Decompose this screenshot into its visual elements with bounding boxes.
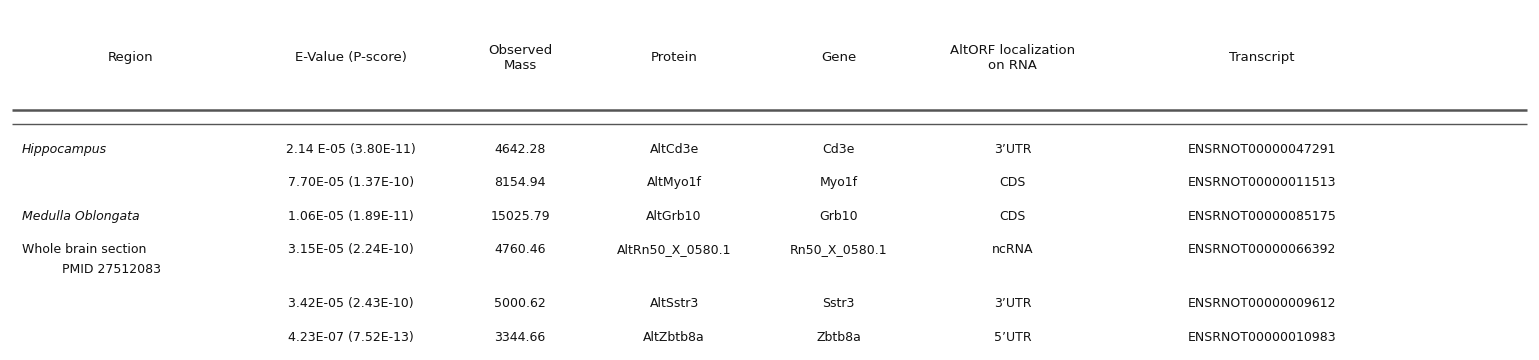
Text: 8154.94: 8154.94 [494, 176, 546, 189]
Text: ENSRNOT00000085175: ENSRNOT00000085175 [1188, 210, 1336, 223]
Text: 1.06E-05 (1.89E-11): 1.06E-05 (1.89E-11) [288, 210, 414, 223]
Text: 5000.62: 5000.62 [494, 297, 546, 310]
Text: 2.14 E-05 (3.80E-11): 2.14 E-05 (3.80E-11) [286, 143, 416, 156]
Text: PMID 27512083: PMID 27512083 [62, 263, 160, 276]
Text: Whole brain section: Whole brain section [22, 243, 146, 256]
Text: ncRNA: ncRNA [993, 243, 1033, 256]
Text: Rn50_X_0580.1: Rn50_X_0580.1 [790, 243, 888, 256]
Text: Medulla Oblongata: Medulla Oblongata [22, 210, 139, 223]
Text: ENSRNOT00000011513: ENSRNOT00000011513 [1188, 176, 1336, 189]
Text: 3.15E-05 (2.24E-10): 3.15E-05 (2.24E-10) [288, 243, 414, 256]
Text: 3’UTR: 3’UTR [994, 143, 1031, 156]
Text: Transcript: Transcript [1230, 51, 1294, 64]
Text: Protein: Protein [651, 51, 697, 64]
Text: AltZbtb8a: AltZbtb8a [643, 331, 705, 344]
Text: 15025.79: 15025.79 [491, 210, 549, 223]
Text: 4.23E-07 (7.52E-13): 4.23E-07 (7.52E-13) [288, 331, 414, 344]
Text: 3’UTR: 3’UTR [994, 297, 1031, 310]
Text: Hippocampus: Hippocampus [22, 143, 106, 156]
Text: CDS: CDS [999, 176, 1027, 189]
Text: Gene: Gene [822, 51, 856, 64]
Text: 7.70E-05 (1.37E-10): 7.70E-05 (1.37E-10) [288, 176, 414, 189]
Text: Region: Region [108, 51, 154, 64]
Text: ENSRNOT00000047291: ENSRNOT00000047291 [1188, 143, 1336, 156]
Text: CDS: CDS [999, 210, 1027, 223]
Text: 3344.66: 3344.66 [494, 331, 546, 344]
Text: 4642.28: 4642.28 [494, 143, 546, 156]
Text: AltRn50_X_0580.1: AltRn50_X_0580.1 [617, 243, 731, 256]
Text: Cd3e: Cd3e [822, 143, 856, 156]
Text: Zbtb8a: Zbtb8a [816, 331, 862, 344]
Text: E-Value (P-score): E-Value (P-score) [295, 51, 406, 64]
Text: 4760.46: 4760.46 [494, 243, 546, 256]
Text: 3.42E-05 (2.43E-10): 3.42E-05 (2.43E-10) [288, 297, 414, 310]
Text: 5’UTR: 5’UTR [994, 331, 1031, 344]
Text: AltORF localization
on RNA: AltORF localization on RNA [950, 44, 1076, 72]
Text: AltMyo1f: AltMyo1f [646, 176, 702, 189]
Text: AltSstr3: AltSstr3 [649, 297, 699, 310]
Text: ENSRNOT00000066392: ENSRNOT00000066392 [1188, 243, 1336, 256]
Text: AltGrb10: AltGrb10 [646, 210, 702, 223]
Text: ENSRNOT00000009612: ENSRNOT00000009612 [1188, 297, 1336, 310]
Text: ENSRNOT00000010983: ENSRNOT00000010983 [1188, 331, 1336, 344]
Text: Observed
Mass: Observed Mass [488, 44, 553, 72]
Text: AltCd3e: AltCd3e [649, 143, 699, 156]
Text: Sstr3: Sstr3 [822, 297, 856, 310]
Text: Myo1f: Myo1f [820, 176, 857, 189]
Text: Grb10: Grb10 [819, 210, 859, 223]
